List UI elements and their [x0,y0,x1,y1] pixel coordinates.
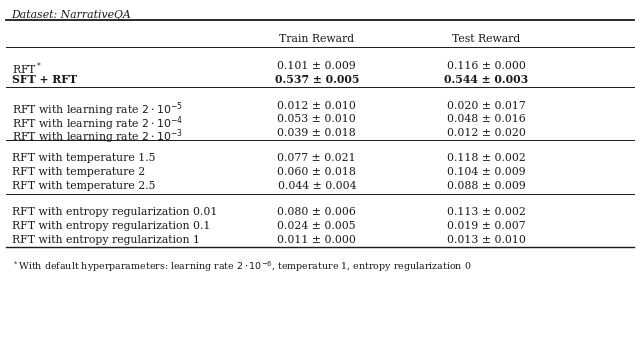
Text: Dataset: NarrativeQA: Dataset: NarrativeQA [12,10,131,20]
Text: 0.088 ± 0.009: 0.088 ± 0.009 [447,181,526,191]
Text: 0.039 ± 0.018: 0.039 ± 0.018 [277,128,356,138]
Text: 0.060 ± 0.018: 0.060 ± 0.018 [277,167,356,177]
Text: 0.024 ± 0.005: 0.024 ± 0.005 [278,221,356,231]
Text: 0.048 ± 0.016: 0.048 ± 0.016 [447,114,526,124]
Text: 0.537 ± 0.005: 0.537 ± 0.005 [275,74,359,85]
Text: 0.101 ± 0.009: 0.101 ± 0.009 [277,61,356,71]
Text: RFT with learning rate $2\cdot10^{-3}$: RFT with learning rate $2\cdot10^{-3}$ [12,128,182,147]
Text: RFT with temperature 1.5: RFT with temperature 1.5 [12,153,155,163]
Text: RFT with learning rate $2\cdot10^{-5}$: RFT with learning rate $2\cdot10^{-5}$ [12,101,182,119]
Text: 0.116 ± 0.000: 0.116 ± 0.000 [447,61,526,71]
Text: 0.013 ± 0.010: 0.013 ± 0.010 [447,235,526,244]
Text: 0.077 ± 0.021: 0.077 ± 0.021 [278,153,356,163]
Text: 0.019 ± 0.007: 0.019 ± 0.007 [447,221,525,231]
Text: SFT + RFT: SFT + RFT [12,74,77,85]
Text: RFT with entropy regularization 0.01: RFT with entropy regularization 0.01 [12,207,217,217]
Text: RFT with entropy regularization 1: RFT with entropy regularization 1 [12,235,200,244]
Text: RFT$^*$: RFT$^*$ [12,61,42,77]
Text: Test Reward: Test Reward [452,34,520,44]
Text: 0.118 ± 0.002: 0.118 ± 0.002 [447,153,526,163]
Text: $^*$With default hyperparameters: learning rate $2\cdot10^{-6}$, temperature 1, : $^*$With default hyperparameters: learni… [12,259,471,274]
Text: 0.020 ± 0.017: 0.020 ± 0.017 [447,101,526,110]
Text: 0.053 ± 0.010: 0.053 ± 0.010 [277,114,356,124]
Text: RFT with temperature 2.5: RFT with temperature 2.5 [12,181,155,191]
Text: 0.012 ± 0.010: 0.012 ± 0.010 [277,101,356,110]
Text: 0.044 ± 0.004: 0.044 ± 0.004 [278,181,356,191]
Text: 0.544 ± 0.003: 0.544 ± 0.003 [444,74,529,85]
Text: 0.104 ± 0.009: 0.104 ± 0.009 [447,167,525,177]
Text: 0.012 ± 0.020: 0.012 ± 0.020 [447,128,526,138]
Text: 0.080 ± 0.006: 0.080 ± 0.006 [277,207,356,217]
Text: 0.113 ± 0.002: 0.113 ± 0.002 [447,207,526,217]
Text: RFT with temperature 2: RFT with temperature 2 [12,167,145,177]
Text: RFT with learning rate $2\cdot10^{-4}$: RFT with learning rate $2\cdot10^{-4}$ [12,114,182,133]
Text: Train Reward: Train Reward [279,34,355,44]
Text: RFT with entropy regularization 0.1: RFT with entropy regularization 0.1 [12,221,210,231]
Text: 0.011 ± 0.000: 0.011 ± 0.000 [277,235,356,244]
